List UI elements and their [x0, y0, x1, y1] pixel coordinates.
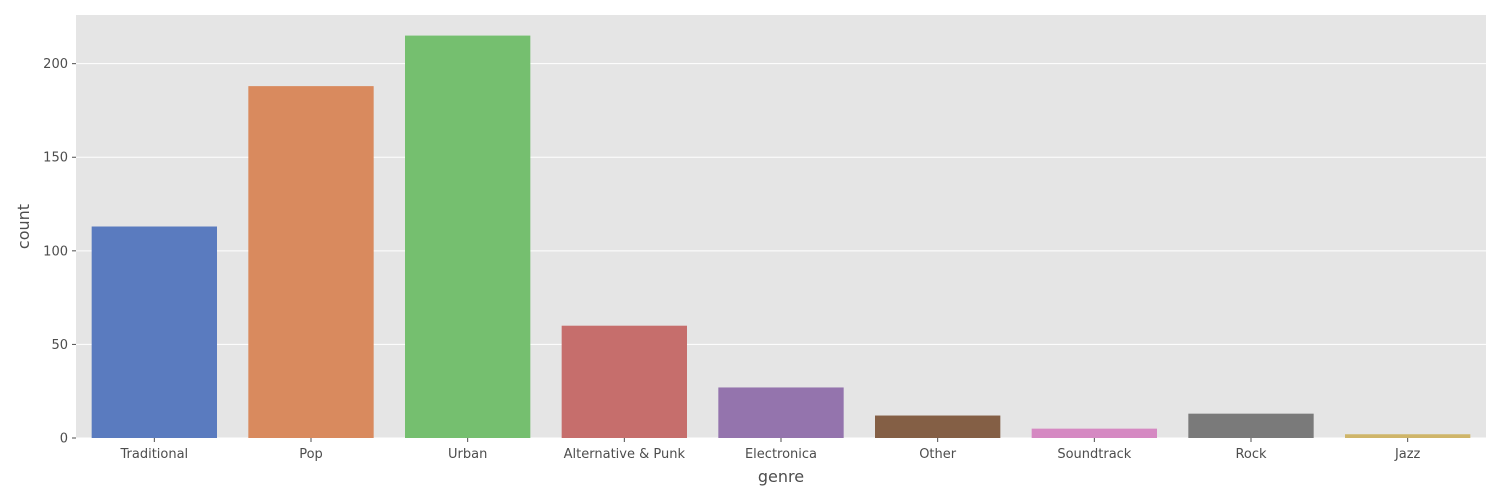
y-tick-label: 150: [43, 151, 68, 166]
x-tick-label: Pop: [299, 447, 323, 462]
x-tick-label: Jazz: [1394, 447, 1421, 462]
x-axis-ticks: Traditional Pop Urban Alternative & Punk Ele…: [119, 438, 1421, 462]
x-tick-label: Urban: [448, 447, 487, 462]
x-tick-label: Other: [919, 447, 957, 462]
bar-electronica: [718, 387, 844, 438]
y-tick-label: 200: [43, 57, 68, 72]
y-axis-ticks: 0 50 100 150 200: [43, 57, 76, 447]
bar-rock: [1188, 413, 1314, 438]
x-tick-label: Alternative & Punk: [564, 447, 686, 462]
bar-pop: [248, 86, 374, 438]
bar-soundtrack: [1031, 428, 1157, 438]
bars: [91, 35, 1471, 438]
x-tick-label: Soundtrack: [1057, 447, 1131, 462]
x-tick-label: Rock: [1235, 447, 1267, 462]
x-axis-label: genre: [758, 467, 804, 486]
y-tick-label: 50: [51, 338, 68, 353]
bar-alternative-punk: [561, 325, 687, 438]
bar-traditional: [91, 226, 217, 438]
x-tick-label: Traditional: [119, 447, 188, 462]
bar-other: [875, 415, 1001, 438]
bar-urban: [405, 35, 531, 438]
bar-jazz: [1345, 434, 1471, 438]
y-tick-label: 100: [43, 244, 68, 259]
y-tick-label: 0: [60, 432, 68, 447]
x-tick-label: Electronica: [745, 447, 817, 462]
y-axis-label: count: [14, 204, 33, 249]
